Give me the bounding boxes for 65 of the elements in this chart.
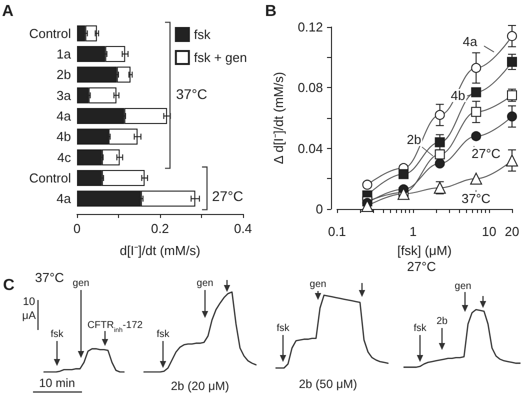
annotation: gen: [454, 281, 472, 292]
annotation: fsk: [50, 329, 64, 340]
y-tick-label: 0.04: [298, 140, 323, 156]
text: 2b (20 μM): [170, 379, 230, 393]
y-tick-label: Control: [29, 170, 72, 186]
point: [506, 154, 518, 166]
y-tick-label: 0.12: [298, 20, 323, 34]
point: [507, 56, 517, 67]
annotation: fsk: [276, 323, 290, 334]
series-label: 4b: [450, 88, 466, 103]
annotation: fsk: [156, 329, 170, 340]
point: [434, 110, 445, 120]
annotation: 37°C: [176, 86, 208, 102]
text: 10 min: [38, 376, 76, 390]
text: 27°C: [407, 259, 436, 274]
text: gen: [310, 279, 326, 290]
point: [507, 111, 517, 122]
y-axis-title: Δ d[I⁻]/dt (mM/s): [271, 72, 286, 164]
x-axis-title: [fsk] (μM): [397, 243, 452, 258]
y-tick-label: Control: [29, 26, 72, 41]
y-tick-label: 4a: [56, 108, 72, 124]
series-label: 37°C: [461, 191, 491, 206]
point: [398, 169, 409, 180]
point: [507, 31, 517, 42]
series-label: 2b: [406, 132, 422, 147]
x-tick-label: 0.2: [150, 221, 170, 236]
text: 10 μA: [22, 296, 36, 322]
point: [434, 149, 445, 160]
point: [471, 87, 482, 98]
text: B: [265, 3, 277, 20]
x-tick-label: 10: [482, 224, 496, 239]
point: [471, 106, 482, 117]
annotation: CFTR$_{inh}$-172: [87, 320, 144, 334]
text: 2b (50 μM): [298, 377, 358, 391]
point: [470, 172, 482, 185]
y-tick-label: 4b: [56, 129, 71, 144]
legend-label: fsk: [194, 27, 211, 42]
y-tick-label: 2b: [56, 67, 71, 82]
point: [434, 137, 445, 148]
y-tick-label: 3a: [56, 88, 72, 103]
x-tick-label: 1: [409, 224, 417, 239]
y-tick-label: 1a: [56, 46, 72, 62]
annotation: 2b: [436, 316, 448, 327]
point: [362, 180, 372, 190]
series-label: 4a: [462, 34, 478, 49]
legend-label: fsk + gen: [194, 50, 248, 65]
text: 37°C: [35, 270, 64, 285]
annotation: 27°C: [212, 188, 244, 204]
y-tick-label: 4a: [56, 191, 72, 206]
point: [471, 131, 482, 142]
text: C: [3, 277, 15, 294]
text: A: [2, 3, 14, 20]
y-tick-label: 0.08: [298, 80, 323, 96]
point: [434, 158, 445, 168]
series-label: 27°C: [471, 146, 501, 161]
x-tick-label: 20: [504, 224, 520, 239]
point: [471, 62, 482, 73]
x-axis-title: d[I⁻]/dt (mM/s): [120, 243, 200, 258]
text: gen: [196, 278, 214, 289]
y-tick-label: 4c: [57, 150, 72, 165]
annotation: fsk: [414, 323, 428, 334]
text: gen: [72, 278, 90, 289]
x-tick-label: 0.4: [234, 221, 252, 236]
y-tick-label: 0: [316, 202, 323, 216]
x-tick-label: 0.1: [328, 224, 346, 239]
